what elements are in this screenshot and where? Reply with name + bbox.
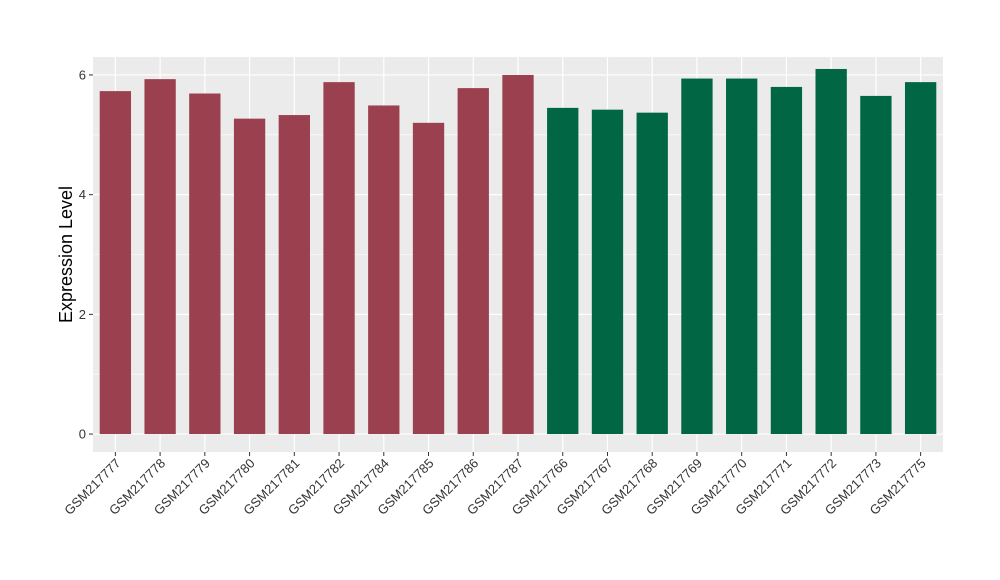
bar-GSM217777: [99, 91, 132, 435]
y-tick-label: 2: [79, 307, 86, 322]
y-tick-label: 4: [79, 187, 86, 202]
bar-GSM217767: [591, 109, 624, 435]
bar-GSM217775: [904, 82, 937, 435]
y-axis: 0 2 4 6: [79, 67, 93, 442]
bar-GSM217766: [547, 107, 579, 435]
bar-GSM217785: [412, 122, 445, 435]
bar-GSM217770: [726, 78, 758, 435]
bar-GSM217782: [323, 82, 355, 435]
y-tick-label: 6: [79, 67, 86, 82]
bar-GSM217768: [636, 112, 668, 435]
bar-GSM217787: [502, 74, 534, 435]
bar-GSM217773: [860, 95, 892, 435]
bar-GSM217786: [457, 88, 489, 435]
bar-GSM217778: [144, 79, 176, 435]
bar-GSM217772: [815, 68, 847, 435]
y-tick-label: 0: [79, 427, 86, 442]
bar-GSM217779: [189, 93, 221, 435]
bars: [99, 68, 937, 435]
y-axis-title: Expression Level: [56, 186, 76, 323]
x-axis: GSM217777GSM217778GSM217779GSM217780GSM2…: [61, 452, 929, 518]
bar-GSM217769: [681, 78, 713, 435]
bar-GSM217781: [278, 115, 310, 435]
bar-GSM217780: [233, 118, 266, 435]
bar-GSM217784: [368, 105, 400, 435]
bar-GSM217771: [770, 86, 803, 435]
